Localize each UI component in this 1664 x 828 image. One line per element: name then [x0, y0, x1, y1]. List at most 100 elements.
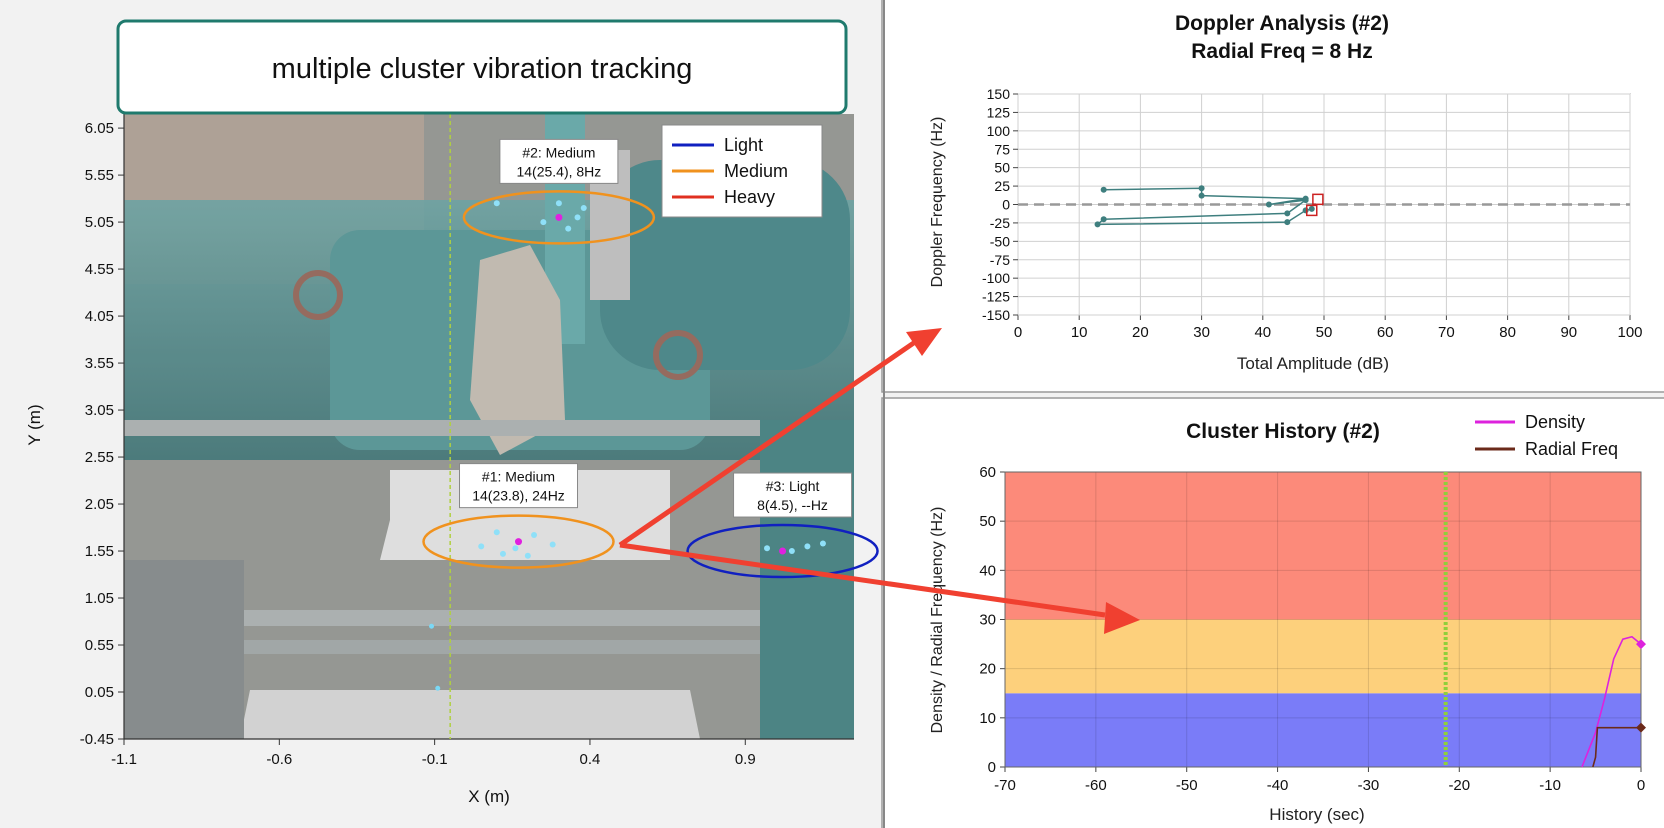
y-tick-label: 50 — [994, 160, 1010, 176]
cluster-point — [493, 529, 500, 536]
cluster-label-box — [733, 472, 853, 518]
stray-point — [429, 623, 435, 629]
doppler-marker — [1312, 193, 1324, 206]
cluster-label-box — [499, 138, 619, 184]
cluster-map-axes: -1.1 -0.6 -0.1 0.4 0.9 -0.45 0.05 0.55 1.05 1.55 2… — [80, 114, 854, 768]
y-tick-label: -100 — [982, 270, 1010, 286]
doppler-point — [1100, 186, 1107, 193]
y-tick-label: -125 — [982, 289, 1010, 305]
doppler-chart: Doppler Analysis (#2) Radial Freq = 8 Hz… — [929, 12, 1643, 373]
x-tick-label: 0.9 — [735, 751, 756, 768]
doppler-marker — [1306, 204, 1318, 217]
x-tick-label: -70 — [994, 777, 1016, 794]
history-bands — [1005, 472, 1641, 767]
cluster-label-title: #3: Light — [766, 478, 820, 494]
doppler-title: Doppler Analysis (#2) — [1175, 12, 1389, 35]
y-tick-label: 25 — [994, 178, 1010, 194]
doppler-y-axis-label: Doppler Frequency (Hz) — [929, 117, 946, 288]
cluster-ellipse — [686, 523, 879, 579]
y-tick-label: -25 — [990, 215, 1010, 231]
cluster-point — [574, 214, 581, 221]
doppler-point — [1302, 197, 1309, 204]
cluster-point — [555, 200, 562, 207]
y-tick-label: 1.55 — [85, 543, 114, 560]
legend-label: Heavy — [724, 187, 775, 207]
cluster-point — [540, 219, 547, 226]
doppler-x-axis-label: Total Amplitude (dB) — [1237, 354, 1389, 373]
y-tick-label: 3.05 — [85, 402, 114, 419]
cluster-point — [804, 543, 811, 550]
cluster-history-chart: Cluster History (#2) -70 -60 -50 -40 -30 -20 -… — [929, 412, 1646, 824]
x-tick-label: -40 — [1267, 777, 1289, 794]
cluster-point — [512, 545, 519, 552]
history-series-line — [1581, 635, 1642, 768]
y-tick-label: 30 — [979, 612, 996, 629]
y-tick-label: 3.55 — [85, 355, 114, 372]
history-series-end-marker — [1636, 639, 1646, 650]
doppler-point — [1308, 205, 1315, 212]
plot-frame — [1004, 471, 1642, 768]
cluster-ellipse — [422, 514, 615, 569]
doppler-point — [1198, 192, 1205, 199]
cluster-point — [580, 204, 587, 211]
arrow-to-doppler — [618, 337, 920, 548]
x-tick-label: -30 — [1358, 777, 1380, 794]
history-title: Cluster History (#2) — [1186, 420, 1380, 443]
history-band — [1005, 693, 1641, 767]
x-tick-label: 90 — [1560, 324, 1577, 341]
y-tick-label: -150 — [982, 307, 1010, 323]
y-tick-label: -0.45 — [80, 731, 114, 748]
y-tick-label: 125 — [987, 104, 1011, 120]
cluster-map-chart: -1.1 -0.6 -0.1 0.4 0.9 -0.45 0.05 0.55 1.05 1.55 2… — [25, 114, 879, 806]
x-tick-label: 50 — [1316, 324, 1333, 341]
arrow-head-history — [1104, 602, 1140, 634]
y-tick-label: 5.05 — [85, 214, 114, 231]
cluster-point — [549, 541, 556, 548]
title-banner: multiple cluster vibration tracking — [116, 19, 848, 115]
cluster-point — [565, 225, 572, 232]
y-tick-label: 6.05 — [85, 120, 114, 137]
x-tick-label: 70 — [1438, 324, 1455, 341]
history-marks — [1443, 472, 1646, 768]
x-tick-label: 0 — [1014, 324, 1022, 341]
cluster-point — [493, 200, 500, 207]
cluster-centroid — [779, 547, 787, 555]
y-tick-label: 75 — [994, 141, 1010, 157]
x-tick-label: 80 — [1499, 324, 1516, 341]
x-tick-label: 0.4 — [580, 751, 601, 768]
legend-label: Medium — [724, 161, 788, 181]
doppler-marks — [1094, 185, 1324, 228]
y-tick-label: 2.55 — [85, 449, 114, 466]
x-tick-label: -10 — [1539, 777, 1561, 794]
history-y-axis-label: Density / Radial Frequency (Hz) — [929, 507, 946, 734]
history-series-line — [1592, 726, 1641, 768]
doppler-point — [1198, 185, 1205, 192]
doppler-point — [1284, 210, 1291, 217]
history-series-end-marker — [1636, 722, 1646, 733]
arrow-head-doppler — [906, 328, 942, 356]
y-tick-label: 0.55 — [85, 637, 114, 654]
history-band — [1005, 619, 1641, 694]
cluster-map-legend: Light Medium Heavy — [661, 124, 823, 218]
doppler-axes: 0 10 20 30 40 50 60 70 80 90 100 150 125 100 75 50 25 0 -2… — [982, 86, 1643, 341]
cluster-label-stats: 8(4.5), --Hz — [757, 497, 828, 513]
cluster-point — [819, 540, 826, 547]
y-tick-label: 4.55 — [85, 261, 114, 278]
y-tick-label: 4.05 — [85, 308, 114, 325]
banner-title: multiple cluster vibration tracking — [272, 53, 693, 85]
cluster-point — [764, 545, 771, 552]
y-tick-label: 100 — [987, 123, 1011, 139]
y-tick-label: 0.05 — [85, 684, 114, 701]
y-tick-label: -75 — [990, 252, 1010, 268]
cluster-label-stats: 14(25.4), 8Hz — [516, 163, 601, 179]
doppler-point — [1302, 207, 1309, 214]
cluster-label-title: #2: Medium — [522, 144, 595, 160]
x-tick-label: -60 — [1085, 777, 1107, 794]
y-tick-label: 20 — [979, 661, 996, 678]
cluster-centroid — [515, 538, 523, 546]
x-tick-label: 20 — [1132, 324, 1149, 341]
y-tick-label: 40 — [979, 562, 996, 579]
y-tick-label: 2.05 — [85, 496, 114, 513]
legend-label: Density — [1525, 412, 1585, 432]
x-tick-label: 40 — [1254, 324, 1271, 341]
